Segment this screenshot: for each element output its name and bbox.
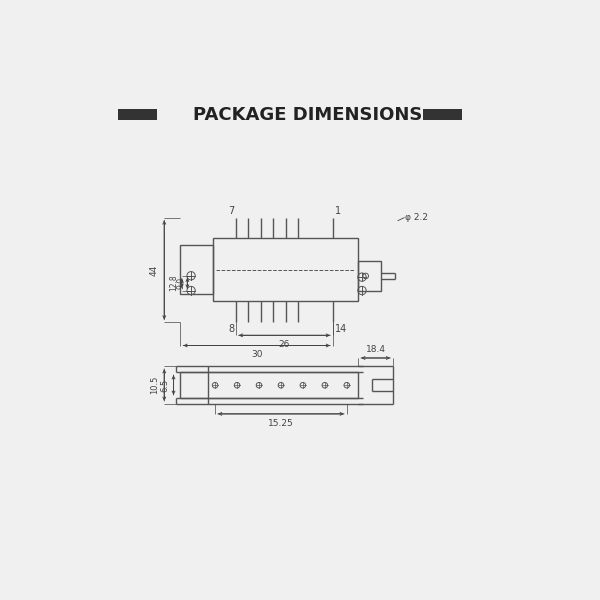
Bar bbox=[213, 238, 358, 301]
Text: 18.4: 18.4 bbox=[365, 345, 386, 354]
Text: 30: 30 bbox=[251, 350, 262, 359]
Text: 9.0: 9.0 bbox=[176, 277, 185, 289]
Bar bbox=[181, 372, 358, 398]
Text: 14: 14 bbox=[335, 324, 347, 334]
Text: 26: 26 bbox=[279, 340, 290, 349]
Text: 15.25: 15.25 bbox=[268, 419, 294, 428]
Bar bbox=[181, 245, 213, 294]
Text: 8: 8 bbox=[228, 324, 235, 334]
Text: 6.5: 6.5 bbox=[161, 379, 170, 392]
Text: 7: 7 bbox=[228, 206, 235, 216]
Text: 10.5: 10.5 bbox=[150, 376, 159, 394]
Bar bbox=[118, 109, 157, 119]
Bar bbox=[358, 262, 382, 290]
Text: 1: 1 bbox=[335, 206, 341, 216]
Bar bbox=[423, 109, 462, 119]
Text: 12.8: 12.8 bbox=[169, 275, 178, 292]
Text: PACKAGE DIMENSIONS: PACKAGE DIMENSIONS bbox=[193, 106, 422, 124]
Text: 44: 44 bbox=[150, 265, 159, 275]
Text: φ 2.2: φ 2.2 bbox=[404, 213, 428, 222]
